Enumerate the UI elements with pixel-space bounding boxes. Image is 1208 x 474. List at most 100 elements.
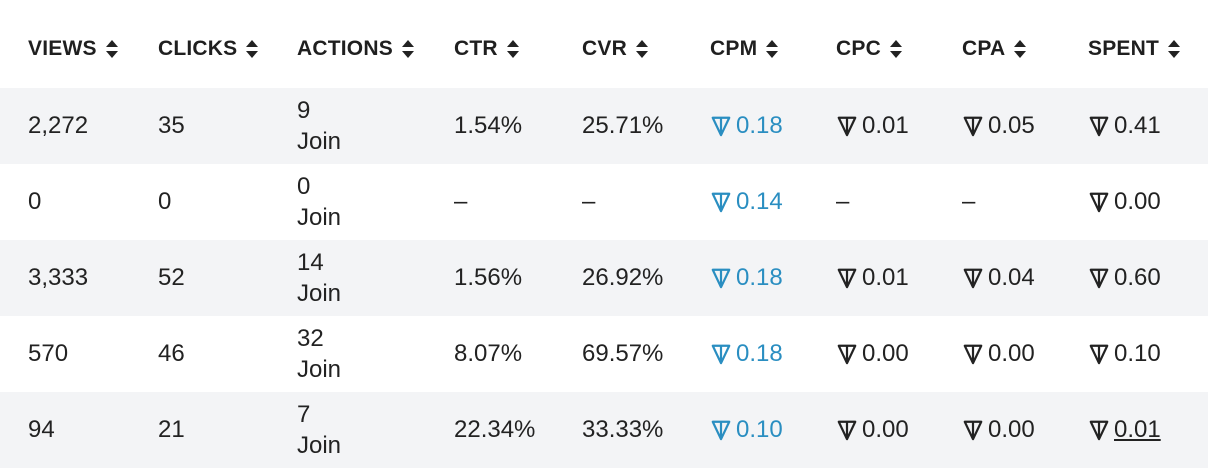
ctr-cell: 1.56% bbox=[454, 264, 523, 291]
cpa-value: 0.04 bbox=[988, 264, 1035, 291]
cpm-cell: 0.18 bbox=[710, 88, 783, 164]
cpm-value: 0.18 bbox=[736, 112, 783, 139]
cpc-cell: 0.01 bbox=[836, 240, 909, 316]
cpc-money: 0.01 bbox=[836, 112, 909, 140]
cpm-link[interactable]: 0.10 bbox=[710, 416, 783, 444]
cpc-cell: 0.00 bbox=[836, 392, 909, 468]
ton-currency-icon bbox=[962, 267, 984, 289]
cpm-link[interactable]: 0.18 bbox=[710, 340, 783, 368]
actions-count: 7 bbox=[297, 401, 311, 428]
cpc-money: 0.01 bbox=[836, 264, 909, 292]
actions-count: 0 bbox=[297, 173, 311, 200]
cpm-value: 0.14 bbox=[736, 188, 783, 215]
cpa-value: 0.00 bbox=[988, 416, 1035, 443]
actions-cell: 7 Join bbox=[297, 392, 341, 468]
actions-count: 14 bbox=[297, 249, 324, 276]
views-cell: 0 bbox=[28, 188, 42, 215]
cpa-money: – bbox=[962, 188, 975, 216]
header-label: CPC bbox=[836, 37, 881, 60]
spent-value: 0.10 bbox=[1114, 340, 1161, 367]
cpm-value: 0.10 bbox=[736, 416, 783, 443]
actions-label: Join bbox=[297, 432, 342, 459]
cpc-value: 0.01 bbox=[862, 264, 909, 291]
spent-money: 0.01 bbox=[1088, 416, 1161, 444]
cvr-cell: 25.71% bbox=[582, 112, 664, 139]
cpa-cell: – bbox=[962, 164, 975, 240]
ctr-cell: – bbox=[454, 188, 468, 215]
spent-money: 0.60 bbox=[1088, 264, 1161, 292]
cvr-cell: – bbox=[582, 188, 596, 215]
spent-cell: 0.10 bbox=[1088, 316, 1161, 392]
spent-cell: 0.01 bbox=[1088, 392, 1161, 468]
cpm-link[interactable]: 0.18 bbox=[710, 112, 783, 140]
ton-currency-icon bbox=[962, 343, 984, 365]
sort-icon[interactable] bbox=[105, 39, 118, 59]
clicks-cell: 35 bbox=[158, 112, 185, 139]
actions-label: Join bbox=[297, 128, 342, 155]
actions-cell: 9 Join bbox=[297, 88, 341, 164]
views-cell: 3,333 bbox=[28, 264, 89, 291]
cpm-value: 0.18 bbox=[736, 340, 783, 367]
sort-icon[interactable] bbox=[1168, 39, 1181, 59]
header-cpc[interactable]: CPC bbox=[836, 37, 902, 61]
sort-icon[interactable] bbox=[635, 39, 648, 59]
sort-icon[interactable] bbox=[246, 39, 259, 59]
spent-cell: 0.60 bbox=[1088, 240, 1161, 316]
header-ctr[interactable]: CTR bbox=[454, 37, 519, 61]
actions-cell: 32 Join bbox=[297, 316, 341, 392]
cpc-value: 0.00 bbox=[862, 340, 909, 367]
cpm-cell: 0.14 bbox=[710, 164, 783, 240]
sort-icon[interactable] bbox=[766, 39, 779, 59]
cpa-money: 0.04 bbox=[962, 264, 1035, 292]
cpm-link[interactable]: 0.18 bbox=[710, 264, 783, 292]
cpc-cell: – bbox=[836, 164, 849, 240]
header-label: CVR bbox=[582, 37, 627, 60]
cpm-cell: 0.18 bbox=[710, 316, 783, 392]
cpc-money: 0.00 bbox=[836, 340, 909, 368]
cpc-money: – bbox=[836, 188, 849, 216]
cpc-money: 0.00 bbox=[836, 416, 909, 444]
cvr-cell: 33.33% bbox=[582, 416, 664, 443]
actions-count: 32 bbox=[297, 325, 324, 352]
table-row: 94 21 7 Join 22.34% 33.33% 0.10 0.00 0.0… bbox=[0, 392, 1208, 468]
cpa-value: 0.00 bbox=[988, 340, 1035, 367]
ton-currency-icon bbox=[836, 267, 858, 289]
ctr-cell: 22.34% bbox=[454, 416, 536, 443]
ton-currency-icon bbox=[1088, 115, 1110, 137]
cpc-value: 0.00 bbox=[862, 416, 909, 443]
cpa-value: 0.05 bbox=[988, 112, 1035, 139]
cpm-cell: 0.10 bbox=[710, 392, 783, 468]
actions-label: Join bbox=[297, 204, 342, 231]
cpc-value: – bbox=[836, 188, 850, 215]
sort-icon[interactable] bbox=[401, 39, 414, 59]
cvr-cell: 69.57% bbox=[582, 340, 664, 367]
ctr-cell: 1.54% bbox=[454, 112, 523, 139]
header-cpa[interactable]: CPA bbox=[962, 37, 1027, 61]
header-label: CPM bbox=[710, 37, 758, 60]
header-label: VIEWS bbox=[28, 37, 97, 60]
sort-icon[interactable] bbox=[506, 39, 519, 59]
header-clicks[interactable]: CLICKS bbox=[158, 37, 259, 61]
sort-icon[interactable] bbox=[889, 39, 902, 59]
cpa-value: – bbox=[962, 188, 976, 215]
spent-value[interactable]: 0.01 bbox=[1114, 416, 1161, 443]
spent-money: 0.10 bbox=[1088, 340, 1161, 368]
table-row: 0 0 0 Join – – 0.14 – – bbox=[0, 164, 1208, 240]
cpc-cell: 0.00 bbox=[836, 316, 909, 392]
cpm-cell: 0.18 bbox=[710, 240, 783, 316]
table-row: 2,272 35 9 Join 1.54% 25.71% 0.18 0.01 0… bbox=[0, 88, 1208, 164]
spent-money: 0.41 bbox=[1088, 112, 1161, 140]
header-actions[interactable]: ACTIONS bbox=[297, 37, 414, 61]
ton-currency-icon bbox=[710, 191, 732, 213]
header-cvr[interactable]: CVR bbox=[582, 37, 648, 61]
spent-value: 0.41 bbox=[1114, 112, 1161, 139]
header-spent[interactable]: SPENT bbox=[1088, 37, 1181, 61]
cpm-link[interactable]: 0.14 bbox=[710, 188, 783, 216]
actions-cell: 0 Join bbox=[297, 164, 341, 240]
sort-icon[interactable] bbox=[1014, 39, 1027, 59]
spent-cell: 0.41 bbox=[1088, 88, 1161, 164]
header-views[interactable]: VIEWS bbox=[28, 37, 118, 61]
header-cpm[interactable]: CPM bbox=[710, 37, 779, 61]
actions-count: 9 bbox=[297, 97, 311, 124]
ton-currency-icon bbox=[962, 419, 984, 441]
